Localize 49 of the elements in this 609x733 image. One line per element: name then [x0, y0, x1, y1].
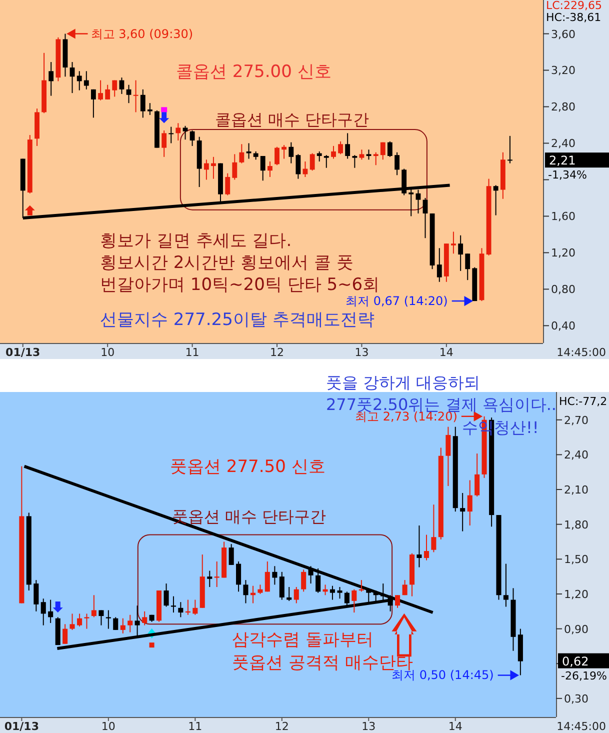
x-tick-label: 14	[439, 346, 454, 359]
x-tick-label: 01/13	[4, 720, 40, 733]
annotation: 횡보가 길면 추세도 길다.	[100, 231, 292, 251]
y-tick-label: 1,20	[564, 588, 588, 601]
text: -26,19%	[561, 669, 607, 682]
y-tick-label: 1,60	[551, 210, 576, 224]
x-tick-label: 12	[270, 346, 284, 359]
y-tick-label: 3,60	[551, 28, 576, 41]
annotation: 횡보시간 2시간반 횡보에서 콜 풋	[100, 253, 354, 273]
text: LC:229,65	[546, 0, 602, 12]
y-tick-label: 1,20	[551, 246, 576, 260]
y-tick-label: 0,40	[551, 320, 576, 333]
text: -1,34%	[548, 168, 587, 182]
x-tick-label: 11	[185, 346, 200, 359]
x-tick-label: 10	[100, 346, 115, 359]
annotation: 최저 0,67 (14:20)	[346, 294, 448, 308]
y-tick-label: 2,70	[564, 414, 588, 427]
annotation: 풋을 강하게 대응하되	[326, 373, 480, 392]
y-tick-label: 2,40	[551, 137, 576, 150]
y-tick-label: 2,40	[564, 448, 588, 462]
x-tick-label: 10	[101, 720, 116, 733]
annotation: 콜옵션 매수 단타구간	[215, 110, 370, 129]
y-tick-label: 0,90	[564, 622, 588, 636]
annotation: 선물지수 277.25이탈 추격매도전략	[100, 310, 374, 330]
y-tick-label: 1,80	[564, 518, 588, 532]
annotation: 삼각수렴 돌파부터	[232, 630, 374, 650]
y-tick-label: 0,80	[551, 283, 576, 296]
y-tick-label: 2,80	[551, 100, 576, 114]
x-tick-label: 11	[188, 720, 202, 733]
text: HC:-38,61	[546, 11, 602, 24]
x-tick-label: 13	[354, 346, 369, 359]
annotation: 콜옵션 275.00 신호	[176, 62, 332, 82]
text: 14:45:00	[556, 720, 606, 733]
annotation: 풋옵션 매수 단타구간	[172, 507, 326, 526]
y-tick-label: 0,30	[564, 692, 588, 706]
y-tick-label: 3,20	[551, 64, 576, 78]
text: 2,21	[549, 154, 576, 168]
x-tick-label: 14	[448, 720, 462, 733]
text: 14:45:00	[556, 346, 606, 359]
annotation: 번갈아가며 10틱~20틱 단타 5~6회	[100, 275, 380, 295]
text: 0,62	[562, 654, 589, 668]
x-tick-label: 12	[274, 720, 289, 733]
x-tick-label: 13	[362, 720, 376, 733]
annotation: 최고 3,60 (09:30)	[90, 26, 194, 41]
y-tick-label: 2,10	[564, 484, 588, 496]
annotation: 풋옵션 277.50 신호	[170, 457, 326, 477]
x-tick-label: 01/13	[6, 346, 40, 359]
y-tick-label: 1,50	[564, 553, 588, 566]
text: HC:-77,2	[559, 395, 608, 408]
